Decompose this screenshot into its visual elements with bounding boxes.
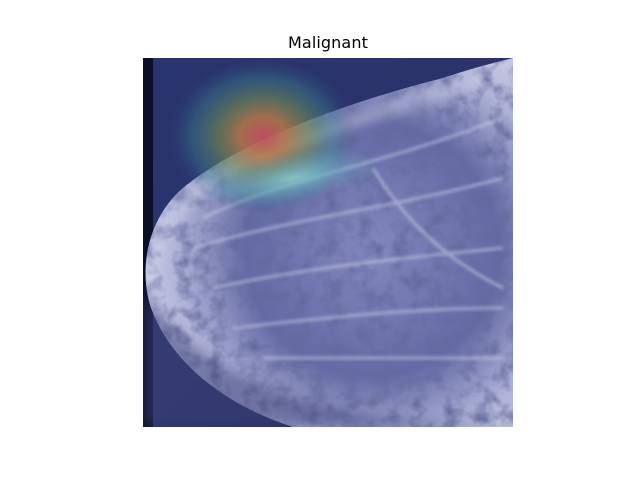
left-edge-strip — [143, 58, 153, 427]
mammogram-svg — [143, 58, 513, 427]
figure-title: Malignant — [288, 33, 368, 52]
soft-tissue-fold — [143, 288, 513, 427]
heatmap-cool-band — [204, 147, 382, 209]
tint-overlay — [143, 58, 513, 427]
mammogram-heatmap-image — [143, 58, 513, 427]
